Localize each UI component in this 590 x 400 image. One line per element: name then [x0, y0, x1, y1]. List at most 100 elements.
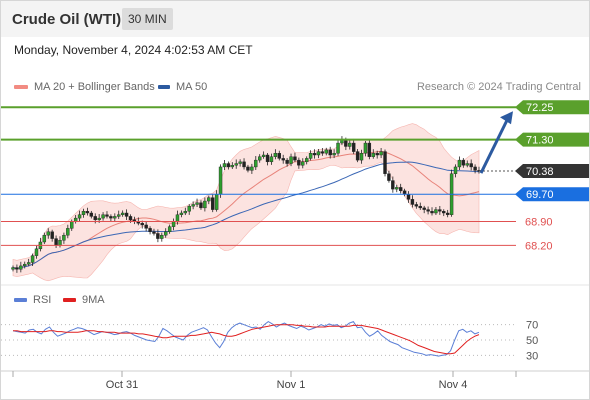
9ma-swatch: [63, 298, 76, 302]
candle-up: [222, 163, 227, 168]
candle-down: [398, 187, 403, 192]
candle-up: [195, 202, 199, 205]
ma50-line: [12, 161, 480, 269]
candle-up: [465, 163, 469, 166]
candle-down: [128, 216, 133, 221]
candle-up: [359, 153, 364, 161]
candle-down: [226, 163, 231, 168]
candle-down: [293, 156, 297, 161]
candle-down: [367, 142, 372, 157]
candle-up: [160, 234, 164, 239]
candle-up: [34, 248, 39, 256]
interval-button[interactable]: 30 MIN: [122, 8, 173, 30]
candle-up: [238, 161, 242, 164]
candle-up: [191, 204, 195, 207]
research-credit: Research © 2024 Trading Central: [416, 81, 581, 93]
candle-up: [363, 142, 368, 154]
level-tag-70-38: [515, 164, 589, 179]
candle-down: [265, 154, 270, 163]
candle-up: [254, 159, 258, 168]
candle-up: [234, 163, 238, 166]
candle-down: [93, 216, 97, 221]
candle-up: [316, 151, 321, 156]
chart-header: Crude Oil (WTI) 30 MIN: [1, 1, 589, 37]
rsi-swatch: [14, 298, 27, 302]
candle-down: [442, 211, 446, 214]
candle-up: [395, 187, 399, 190]
candle-up: [183, 211, 188, 214]
legend-ma50-label: MA 50: [176, 81, 208, 93]
candle-up: [113, 216, 117, 219]
candle-down: [144, 224, 148, 229]
candle-down: [469, 163, 473, 168]
candle-up: [261, 154, 266, 157]
candle-down: [109, 216, 113, 219]
candle-down: [351, 142, 356, 152]
candle-down: [445, 212, 450, 215]
candle-up: [101, 214, 105, 219]
candle-down: [438, 209, 442, 212]
legend-9ma-label: 9MA: [82, 294, 105, 306]
candle-up: [30, 255, 35, 263]
candle-down: [140, 223, 144, 226]
x-tick-label: Nov 1: [277, 379, 306, 391]
candle-up: [230, 165, 234, 168]
candle-up: [58, 240, 62, 246]
candle-down: [124, 212, 129, 217]
candle-up: [46, 231, 50, 236]
level-label-68-20: 68.20: [525, 240, 553, 252]
rsi-tick-label: 50: [526, 335, 538, 347]
forecast-arrow-head: [500, 111, 513, 125]
x-tick-label: Nov 4: [439, 379, 468, 391]
candle-down: [410, 199, 415, 205]
legend-ma20: MA 20 + Bollinger Bands: [14, 81, 155, 93]
candle-up: [77, 214, 82, 219]
level-tag-71-30: [515, 132, 589, 147]
level-tag-72-25: [515, 100, 589, 115]
candle-up: [273, 153, 278, 157]
candle-down: [473, 166, 477, 171]
candle-up: [19, 265, 23, 270]
legend-ma20-label: MA 20 + Bollinger Bands: [34, 81, 155, 93]
candle-down: [246, 166, 250, 171]
candle-down: [461, 159, 466, 166]
level-tag-69-70: [515, 187, 589, 202]
candle-down: [281, 158, 285, 161]
legend-9ma: 9MA: [63, 294, 105, 306]
candle-up: [62, 234, 66, 241]
ma50-swatch: [158, 85, 170, 89]
candle-up: [120, 212, 125, 215]
candle-up: [179, 212, 184, 215]
candle-up: [434, 209, 438, 214]
rsi-tick-label: 30: [526, 350, 538, 362]
candle-up: [289, 156, 293, 164]
candle-down: [277, 153, 281, 159]
candle-down: [426, 209, 430, 212]
candle-up: [171, 221, 176, 227]
candle-down: [54, 238, 58, 246]
candle-up: [207, 197, 211, 202]
candle-down: [199, 202, 203, 209]
candle-up: [453, 166, 458, 174]
candle-down: [328, 149, 332, 156]
candle-down: [152, 231, 156, 234]
legend-rsi-label: RSI: [33, 294, 52, 306]
candle-down: [422, 207, 426, 210]
bollinger-band: [12, 123, 480, 282]
candle-up: [187, 205, 191, 212]
candle-down: [105, 214, 109, 217]
candle-up: [164, 231, 168, 236]
candle-down: [414, 204, 419, 207]
candle-down: [156, 233, 160, 239]
candle-down: [383, 151, 387, 174]
candle-down: [85, 211, 90, 214]
candle-up: [66, 228, 70, 236]
level-label-71-30: 71.30: [526, 135, 554, 147]
candle-down: [402, 190, 407, 195]
candle-up: [258, 156, 262, 161]
candle-up: [336, 142, 340, 154]
candle-down: [285, 159, 289, 164]
rsi-line: [12, 320, 480, 357]
